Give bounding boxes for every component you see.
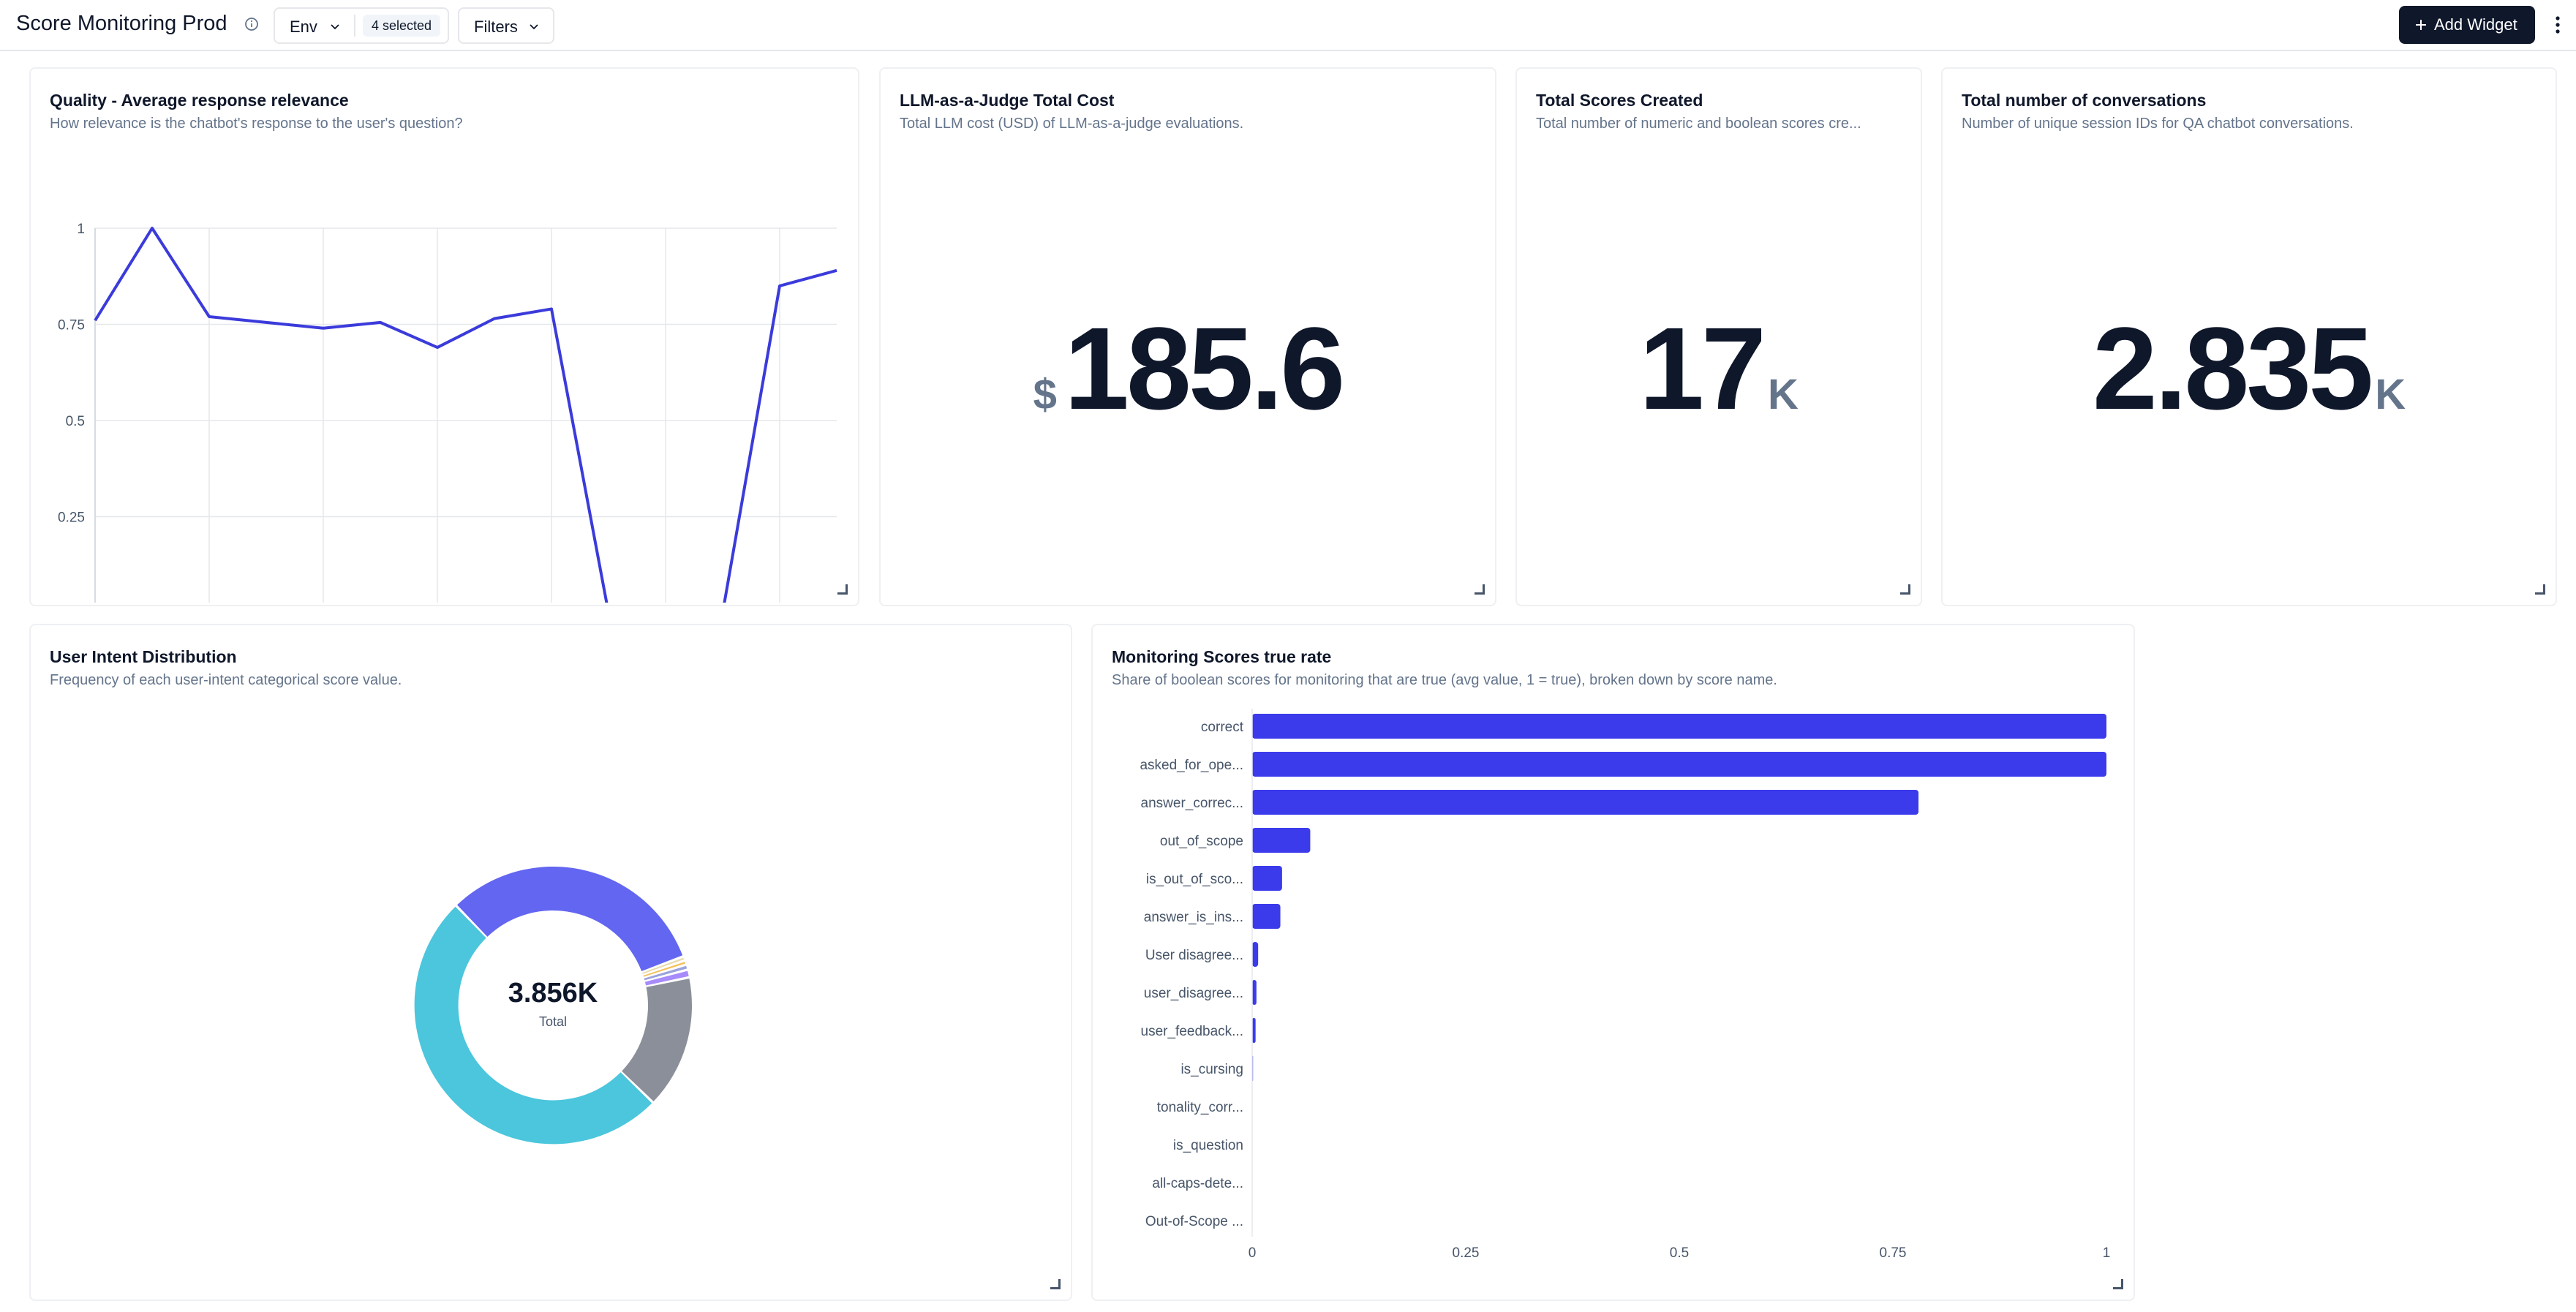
donut-slice <box>644 965 688 981</box>
x-tick-label: 1 <box>2103 1245 2111 1261</box>
bar <box>1252 714 2106 739</box>
widget-description: Frequency of each user-intent categorica… <box>50 672 402 688</box>
relevance-line-chart: 00.250.50.751Apr 20May 4May 18Jun 1Jun 1… <box>58 222 837 603</box>
bar <box>1252 866 1282 891</box>
widget-title: Total number of conversations <box>1962 91 2207 110</box>
big-number: $185.6 <box>881 310 1495 427</box>
bar <box>1252 980 1257 1005</box>
big-number: 2.835 K <box>1943 310 2556 427</box>
env-filter-button[interactable]: Env 4 selected <box>274 7 449 44</box>
category-label: asked_for_ope... <box>1140 758 1243 773</box>
widget-total-conversations: Total number of conversations Number of … <box>1941 67 2557 606</box>
category-label: is_question <box>1173 1138 1243 1153</box>
top-bar: Score Monitoring Prod Env 4 selected Fil… <box>0 0 2576 51</box>
donut-slice <box>643 962 686 977</box>
divider <box>354 15 355 37</box>
value-suffix: K <box>1768 371 1799 418</box>
bar <box>1252 752 2106 777</box>
plus-icon <box>2416 20 2426 30</box>
category-label: answer_is_ins... <box>1144 910 1243 925</box>
widget-total-scores: Total Scores Created Total number of num… <box>1515 67 1922 606</box>
chevron-down-icon <box>331 24 339 30</box>
x-tick-label: 0.5 <box>1670 1245 1689 1261</box>
widget-user-intent: User Intent Distribution Frequency of ea… <box>29 624 1072 1301</box>
env-filter-label: Env <box>290 18 317 36</box>
resize-handle[interactable] <box>1050 1279 1061 1289</box>
bar <box>1252 904 1281 929</box>
category-label: out_of_scope <box>1160 834 1243 849</box>
value-number: 185.6 <box>1063 303 1345 434</box>
resize-handle[interactable] <box>1475 584 1485 595</box>
bar <box>1252 790 1919 815</box>
category-label: answer_correc... <box>1141 796 1243 811</box>
widget-description: Number of unique session IDs for QA chat… <box>1962 116 2354 132</box>
info-icon[interactable] <box>244 16 260 32</box>
dashboard-title: Score Monitoring Prod <box>16 12 227 35</box>
x-tick-label: 0.75 <box>1880 1245 1907 1261</box>
donut-slice <box>644 970 689 986</box>
category-label: is_out_of_sco... <box>1146 872 1243 887</box>
category-label: all-caps-dete... <box>1152 1176 1243 1191</box>
y-tick-label: 0.5 <box>66 414 85 429</box>
widget-title: User Intent Distribution <box>50 647 237 666</box>
value-number: 2.835 <box>2092 303 2373 434</box>
donut-slice <box>414 906 652 1145</box>
widget-monitoring-true-rate: Monitoring Scores true rate Share of boo… <box>1091 624 2135 1301</box>
add-widget-label: Add Widget <box>2434 15 2517 34</box>
chevron-down-icon <box>530 24 538 30</box>
category-label: User disagree... <box>1145 948 1243 963</box>
donut-total-value: 3.856K <box>508 978 598 1008</box>
bar <box>1252 828 1311 853</box>
widget-description: Total number of numeric and boolean scor… <box>1536 116 1861 132</box>
widget-description: Total LLM cost (USD) of LLM-as-a-judge e… <box>900 116 1244 132</box>
add-widget-button[interactable]: Add Widget <box>2399 6 2535 44</box>
true-rate-bar-chart: correct asked_for_ope... answer_correc...o… <box>1140 709 2111 1261</box>
category-label: is_cursing <box>1180 1062 1243 1077</box>
resize-handle[interactable] <box>2113 1279 2123 1289</box>
y-tick-label: 0.25 <box>58 510 85 526</box>
donut-slice <box>457 867 683 971</box>
donut-total-label: Total <box>539 1014 567 1029</box>
filters-button[interactable]: Filters <box>458 7 554 44</box>
filters-label: Filters <box>474 18 518 36</box>
category-label: tonality_corr... <box>1157 1100 1243 1115</box>
resize-handle[interactable] <box>2535 584 2545 595</box>
donut-slice <box>622 979 692 1101</box>
widget-judge-cost: LLM-as-a-Judge Total Cost Total LLM cost… <box>879 67 1496 606</box>
category-label: correct <box>1201 720 1244 735</box>
y-tick-label: 1 <box>77 222 85 237</box>
value-prefix: $ <box>1033 371 1057 418</box>
donut-slice <box>642 957 685 974</box>
value-number: 17 <box>1639 303 1766 434</box>
resize-handle[interactable] <box>1900 584 1910 595</box>
resize-handle[interactable] <box>837 584 848 595</box>
widget-title: LLM-as-a-Judge Total Cost <box>900 91 1115 110</box>
category-label: user_feedback... <box>1141 1024 1243 1039</box>
category-label: user_disagree... <box>1144 986 1243 1001</box>
widget-title: Quality - Average response relevance <box>50 91 349 110</box>
widget-response-relevance: Quality - Average response relevance How… <box>29 67 859 606</box>
series-line <box>94 227 837 603</box>
bar <box>1252 942 1259 967</box>
x-tick-label: 0.25 <box>1453 1245 1480 1261</box>
value-suffix: K <box>2375 371 2406 418</box>
category-label: Out-of-Scope ... <box>1145 1214 1243 1229</box>
bar <box>1252 1018 1256 1043</box>
widget-title: Total Scores Created <box>1536 91 1703 110</box>
user-intent-donut-chart: 3.856K Total <box>414 867 692 1145</box>
env-selected-badge: 4 selected <box>363 15 441 37</box>
more-options-icon[interactable] <box>2548 12 2567 38</box>
y-tick-label: 0.75 <box>58 318 85 333</box>
x-tick-label: 0 <box>1249 1245 1257 1261</box>
widget-title: Monitoring Scores true rate <box>1112 647 1332 666</box>
big-number: 17 K <box>1517 310 1921 427</box>
